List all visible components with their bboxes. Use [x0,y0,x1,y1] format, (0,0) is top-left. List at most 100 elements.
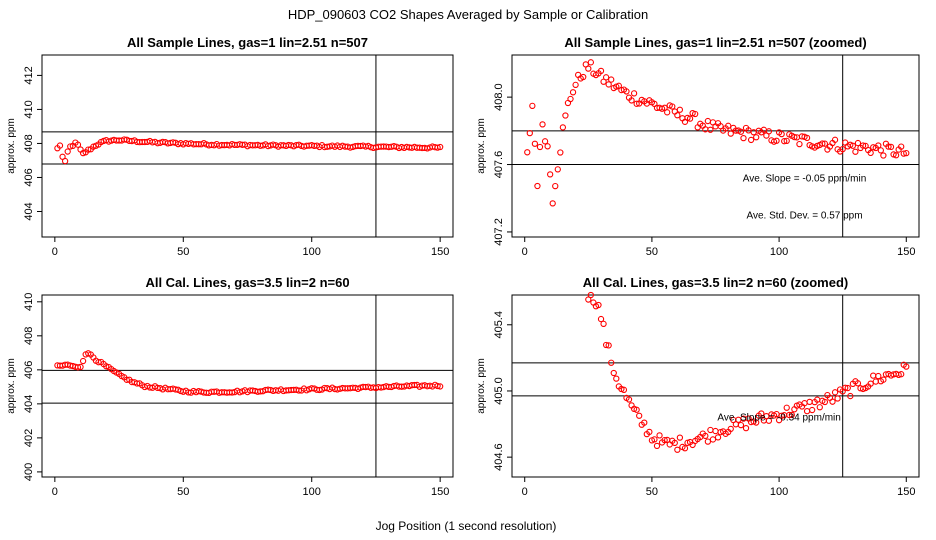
data-point [587,59,595,66]
data-point [569,89,577,96]
data-point [77,363,84,371]
data-point [669,103,676,110]
data-point [783,137,790,144]
data-point [656,432,663,439]
x-tick-label: 100 [303,246,321,258]
data-point [895,371,902,378]
data-point [686,115,694,122]
data-point [600,320,607,327]
y-tick-label: 408 [23,134,35,152]
data-point [67,143,74,150]
data-point [898,371,905,378]
data-point [74,364,82,371]
data-point [608,76,615,83]
plot-frame [511,294,920,478]
data-point [552,182,559,190]
y-axis-label: approx. ppm [6,358,17,414]
y-tick-label: 406 [23,168,35,186]
data-point [859,142,867,149]
data-point [585,296,592,303]
data-point [633,100,640,107]
data-point [831,136,839,143]
data-point [753,419,760,426]
data-point [597,67,605,75]
data-point [529,102,536,109]
data-point [61,157,69,165]
data-point [714,434,722,441]
data-point [676,106,684,113]
data-point [900,150,907,157]
data-point [605,81,612,88]
x-tick-label: 0 [522,486,528,498]
data-point [831,389,839,396]
data-point [842,384,849,391]
data-point [821,140,829,147]
data-point [885,143,892,150]
y-tick-label: 405.0 [493,377,505,405]
data-point [903,363,910,370]
data-point [123,376,130,383]
data-point [595,301,602,309]
data-point [79,357,87,365]
data-point [651,436,658,443]
data-point [875,142,882,149]
y-axis-label: approx. ppm [6,118,17,174]
data-point [898,143,905,150]
data-point [887,143,895,151]
data-point [587,291,595,299]
chart-panel-p3: All Cal. Lines, gas=3.5 lin=2 n=60 0 50 100… [6,275,454,498]
data-point [821,398,829,406]
data-point [725,122,732,129]
y-tick-label: 408.0 [493,83,505,111]
data-point [791,133,798,141]
data-point [544,143,551,150]
data-point [844,384,851,392]
data-point [867,380,874,387]
data-point [536,143,544,151]
data-point [788,411,795,419]
data-point [727,130,734,137]
data-point [56,142,64,149]
x-tick-label: 150 [431,486,449,498]
x-tick-label: 50 [177,486,189,498]
data-point [64,148,71,155]
data-point [539,121,546,128]
data-point [681,445,689,452]
x-tick-label: 150 [431,246,449,258]
y-tick-label: 405.4 [493,311,505,339]
data-point [834,395,841,402]
data-point [819,140,826,147]
data-point [567,95,574,103]
data-point [747,136,755,144]
y-tick-label: 412 [23,66,35,84]
data-point [623,88,630,95]
y-tick-label: 410 [23,293,35,311]
data-point [781,138,788,145]
data-point [270,141,277,148]
data-point [796,140,803,148]
data-point [849,142,857,149]
data-point [877,147,884,154]
y-tick-label: 410 [23,100,35,118]
data-point [630,90,638,97]
data-point [737,421,745,429]
data-point [641,419,648,426]
data-point [880,376,887,383]
data-point [809,406,816,414]
data-point [74,141,82,148]
panel-title: All Sample Lines, gas=1 lin=2.51 n=507 (… [564,35,866,50]
data-point [557,149,564,156]
data-point [875,372,882,380]
data-point [758,410,765,417]
data-point [597,315,605,323]
data-point [653,442,661,450]
data-point [95,359,102,366]
data-point [620,386,628,393]
data-point [753,134,760,141]
panel-title: All Cal. Lines, gas=3.5 lin=2 n=60 (zoom… [583,275,849,290]
data-point [704,438,712,445]
y-tick-label: 407.6 [493,151,505,179]
data-point [847,392,854,400]
